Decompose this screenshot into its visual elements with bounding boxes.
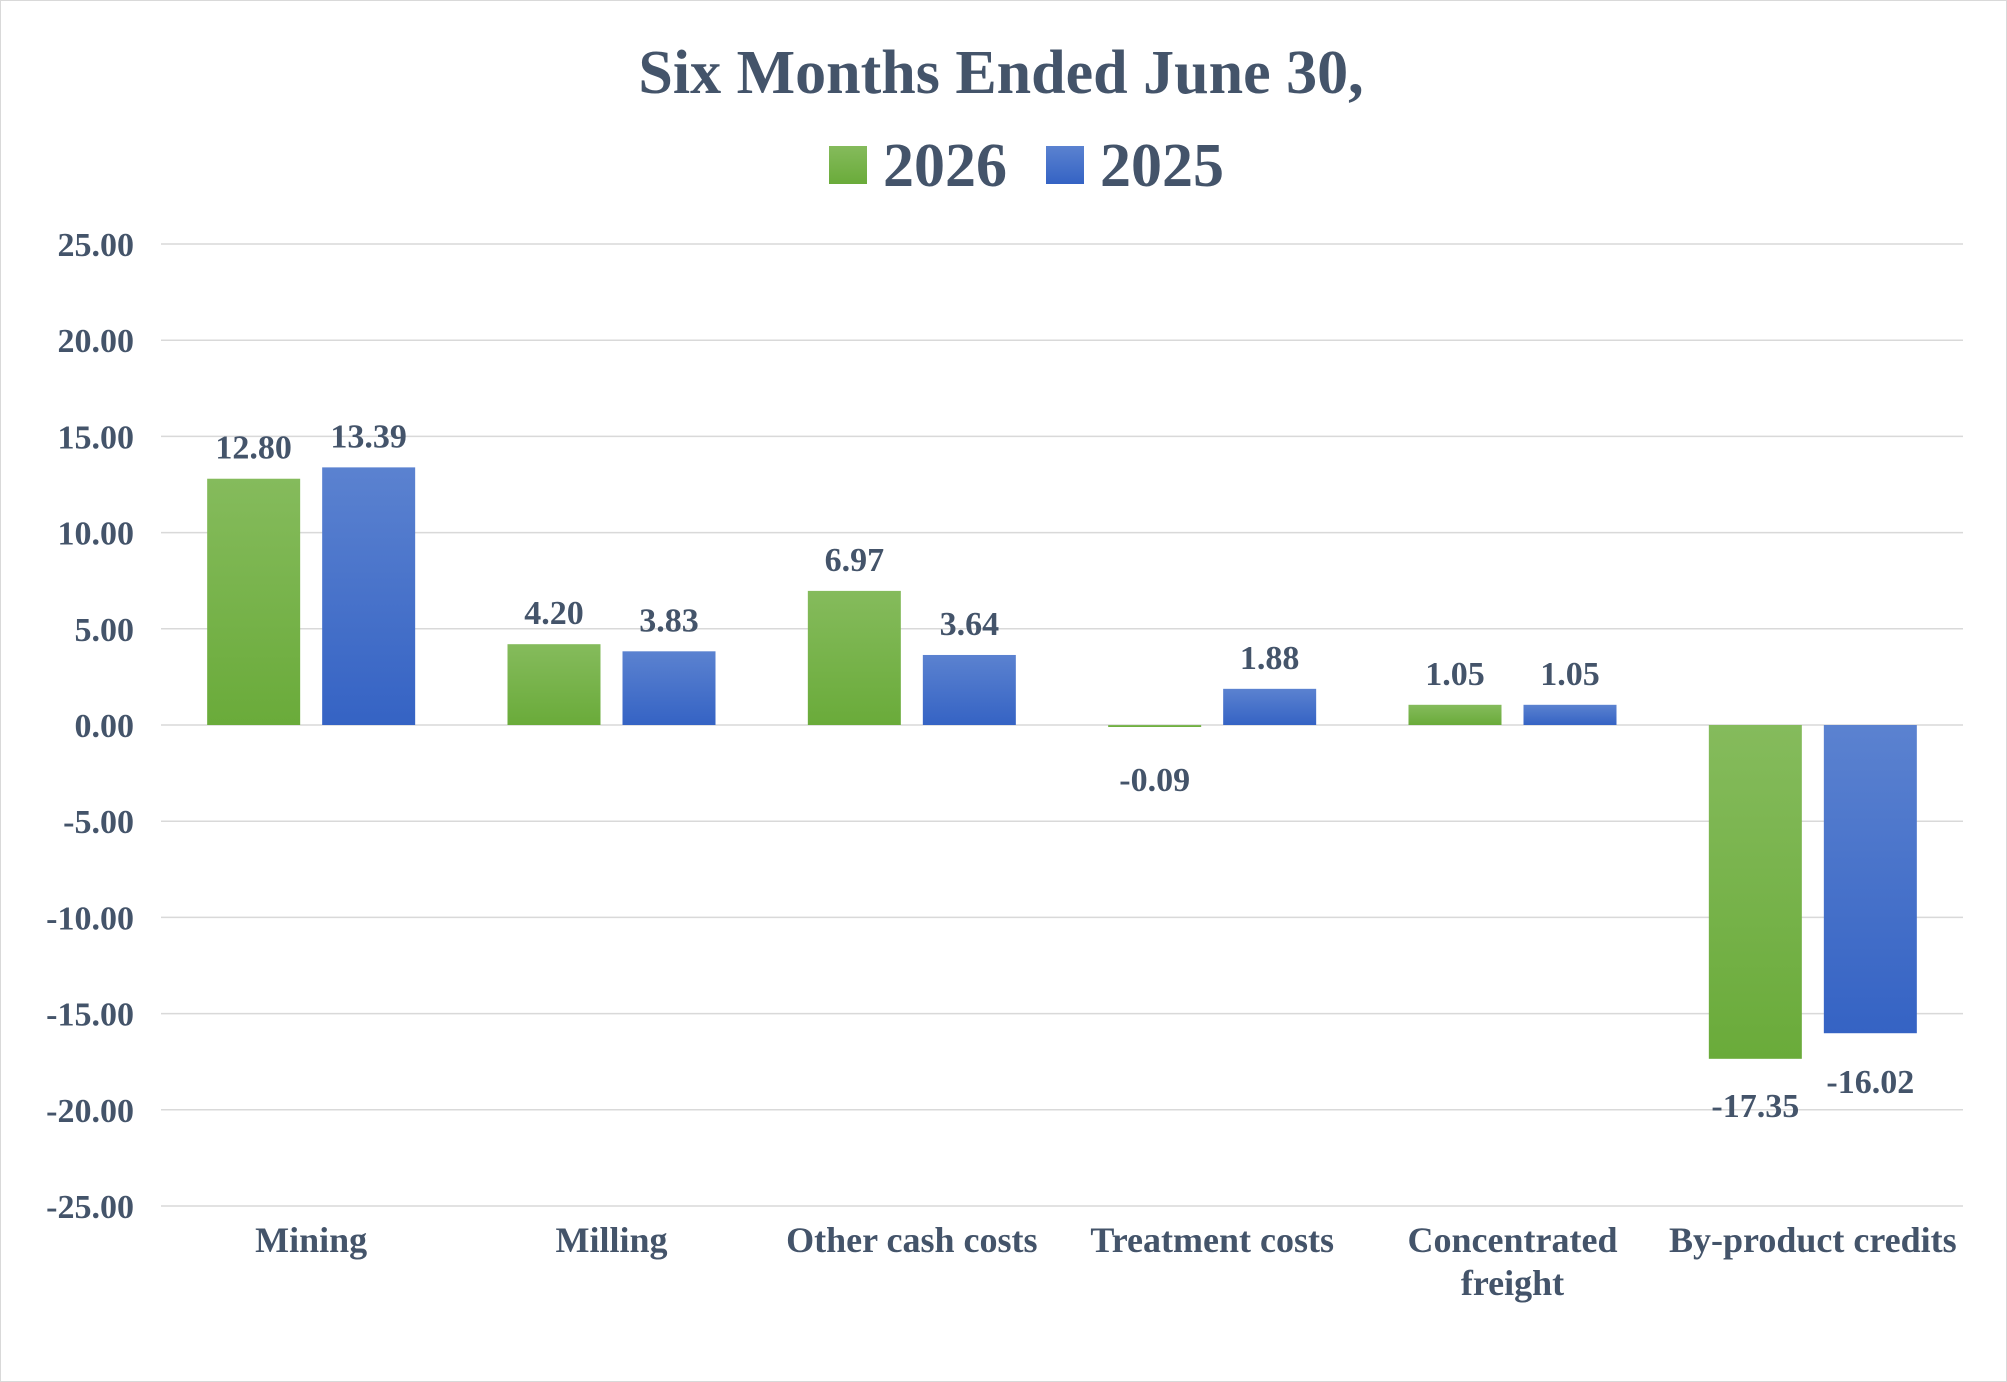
y-tick-label: 10.00 — [58, 516, 135, 553]
x-category-label: Other cash costs — [786, 1220, 1037, 1260]
bar-2026-1 — [507, 644, 601, 725]
x-category-label: Milling — [555, 1220, 667, 1260]
data-label: -0.09 — [1119, 762, 1190, 799]
gridlines — [161, 243, 1963, 1207]
legend-entry-2025: 2025 — [1046, 132, 1224, 200]
chart-title: Six Months Ended June 30, — [638, 39, 1363, 107]
data-label: 13.39 — [330, 418, 407, 455]
legend: 2026 2025 — [829, 132, 1224, 200]
data-label: -16.02 — [1826, 1064, 1914, 1101]
data-label: 3.83 — [639, 602, 699, 639]
bar-2026-2 — [807, 590, 901, 725]
data-label: 3.64 — [940, 606, 1000, 643]
bar-2025-3 — [1223, 688, 1317, 725]
y-tick-label: 20.00 — [58, 323, 135, 360]
y-tick-label: -15.00 — [46, 997, 134, 1034]
data-label: 1.05 — [1540, 656, 1600, 693]
data-label: 4.20 — [524, 595, 584, 632]
x-axis-categories: Mining Milling Other cash costs Treatment c… — [255, 1220, 1957, 1303]
bar-2025-5 — [1823, 725, 1917, 1034]
y-tick-label: 0.00 — [75, 708, 135, 745]
y-tick-label: 15.00 — [58, 419, 135, 456]
bar-2026-4 — [1408, 704, 1502, 725]
x-category-label: Concentrated — [1408, 1220, 1618, 1260]
bars — [207, 467, 1917, 1059]
bar-2025-2 — [922, 654, 1016, 725]
legend-label: 2025 — [1100, 132, 1224, 200]
y-tick-label: -10.00 — [46, 900, 134, 937]
bar-2026-5 — [1708, 725, 1802, 1059]
y-tick-label: -20.00 — [46, 1093, 134, 1130]
data-labels: 12.80 13.39 4.20 3.83 6.97 3.64 -0.09 1.88 1.05 1… — [215, 418, 1914, 1124]
y-tick-label: 5.00 — [75, 612, 135, 649]
y-tick-label: 25.00 — [58, 227, 135, 264]
x-category-label: Mining — [255, 1220, 367, 1260]
bar-2026-0 — [207, 478, 301, 725]
legend-swatch — [1046, 146, 1084, 184]
data-label: 6.97 — [825, 542, 885, 579]
bar-2025-4 — [1523, 704, 1617, 725]
y-tick-label: -25.00 — [46, 1189, 134, 1226]
legend-entry-2026: 2026 — [829, 132, 1007, 200]
legend-swatch — [829, 146, 867, 184]
y-axis-ticks: 25.00 20.00 15.00 10.00 5.00 0.00 -5.00 -10.00 -… — [46, 227, 134, 1226]
y-tick-label: -5.00 — [63, 804, 134, 841]
x-category-label: Treatment costs — [1090, 1220, 1334, 1260]
bar-2025-0 — [322, 467, 416, 725]
x-category-label: By-product credits — [1669, 1220, 1957, 1260]
data-label: -17.35 — [1711, 1088, 1799, 1125]
data-label: 1.88 — [1240, 640, 1300, 677]
bar-2025-1 — [622, 651, 716, 725]
data-label: 12.80 — [215, 430, 292, 467]
x-category-label: freight — [1461, 1263, 1564, 1303]
legend-label: 2026 — [883, 132, 1007, 200]
bar-2026-3 — [1108, 725, 1202, 727]
data-label: 1.05 — [1425, 656, 1485, 693]
